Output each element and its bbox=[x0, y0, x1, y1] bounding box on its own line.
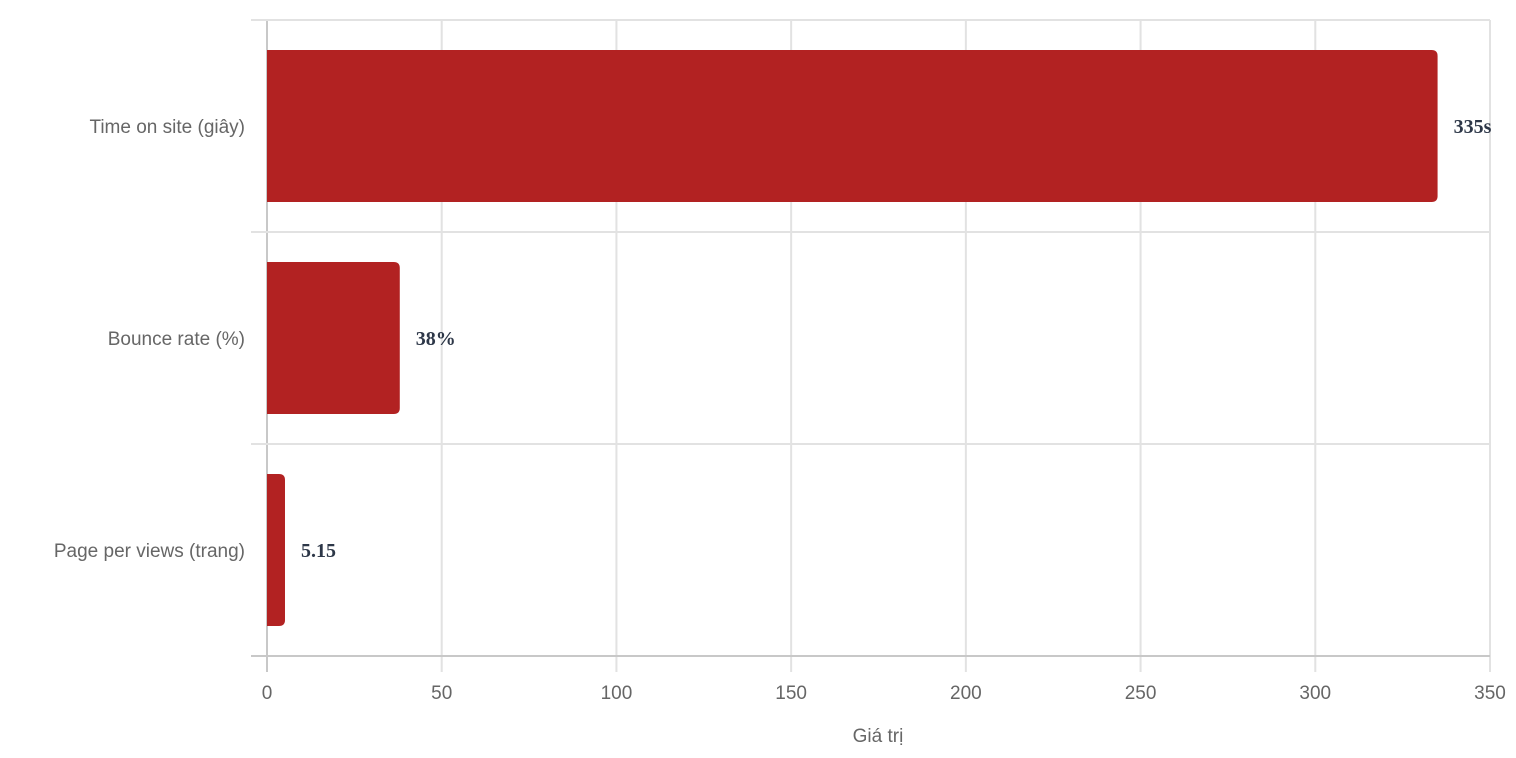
y-tick-label: Page per views (trang) bbox=[54, 541, 245, 562]
x-tick-label: 150 bbox=[775, 683, 807, 704]
bar bbox=[267, 474, 285, 626]
x-tick-label: 250 bbox=[1125, 683, 1157, 704]
data-label: 335s bbox=[1454, 116, 1492, 138]
y-tick-label: Time on site (giây) bbox=[89, 117, 245, 138]
x-tick-label: 0 bbox=[262, 683, 273, 704]
data-label: 5.15 bbox=[301, 540, 336, 562]
bar bbox=[267, 50, 1438, 202]
bars bbox=[267, 50, 1438, 626]
y-tick-label: Bounce rate (%) bbox=[108, 329, 245, 350]
labels: 0 50 100 150 200 250 300 350 Time on site (giây)… bbox=[54, 116, 1506, 704]
x-tick-label: 200 bbox=[950, 683, 982, 704]
x-tick-label: 100 bbox=[601, 683, 633, 704]
x-tick-label: 50 bbox=[431, 683, 452, 704]
x-tick-label: 300 bbox=[1299, 683, 1331, 704]
x-tick-label: 350 bbox=[1474, 683, 1506, 704]
x-axis-label: Giá trị bbox=[853, 726, 904, 747]
bar bbox=[267, 262, 400, 414]
data-label: 38% bbox=[416, 328, 456, 350]
